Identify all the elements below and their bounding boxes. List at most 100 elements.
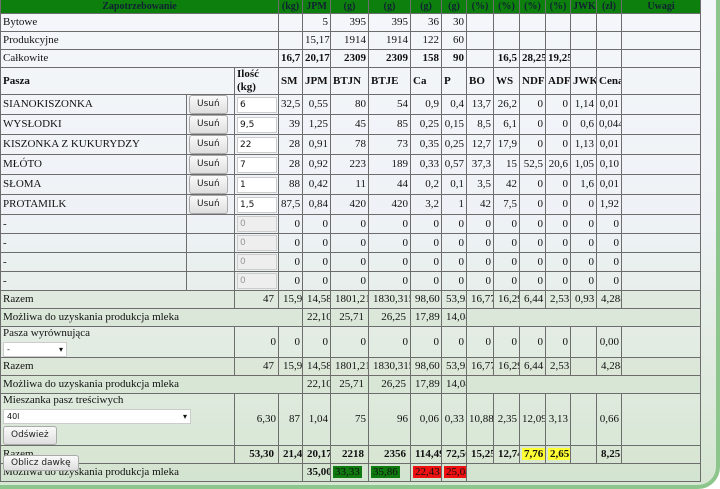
quantity-input[interactable]: 7 <box>237 156 277 173</box>
quantity-input[interactable]: 1 <box>237 176 277 193</box>
feed-value: 87,5 <box>278 194 303 215</box>
column-header-adf: ADF <box>545 67 571 95</box>
total-value-text: 21,45 <box>283 448 303 460</box>
feed-name: PROTAMILK <box>0 194 187 215</box>
feed-value: 0 <box>302 252 331 272</box>
requirement-value <box>466 13 494 32</box>
remove-feed-button[interactable]: Usuń <box>189 95 228 114</box>
feed-value: 20,6 <box>545 154 571 175</box>
notes-cell <box>621 393 701 446</box>
possible-milk-value-text: 33,33 <box>333 466 362 478</box>
quantity-input[interactable]: 6 <box>237 96 277 113</box>
possible-milk-value: 17,89 <box>410 375 442 394</box>
quantity-cell: 9,5 <box>234 114 279 135</box>
remove-feed-button[interactable]: Usuń <box>189 135 228 154</box>
feed-value: 0 <box>368 233 411 253</box>
concentrate-mix-value: 12,09 <box>519 393 546 446</box>
requirement-value: 19,25 <box>545 49 571 68</box>
requirement-value: 395 <box>368 13 411 32</box>
total-value: 98,60 <box>410 290 442 309</box>
requirement-row: Produkcyjne 15,17 1914 1914 122 60 <box>0 31 701 50</box>
feed-value: 0 <box>570 233 597 253</box>
feed-value: 0 <box>519 271 546 291</box>
feed-value: 0 <box>493 252 520 272</box>
balancing-feed-select[interactable]: - ▾ <box>3 342 67 357</box>
quantity-cell: 0 <box>234 271 279 291</box>
feed-value: 0,92 <box>302 154 331 175</box>
quantity-input[interactable]: 1,5 <box>237 196 277 213</box>
refresh-button[interactable]: Odśwież <box>3 426 57 445</box>
total-value-text: 20,17 <box>307 448 331 460</box>
possible-milk-row: Możliwa do uzyskania produkcja mleka 35,0… <box>0 463 701 482</box>
requirements-header-row: Zapotrzebowanie (kg) JPM (g) (g) (g) (g) (%) (%)… <box>0 0 701 14</box>
feed-value: 73 <box>368 134 411 155</box>
feed-value: 3,2 <box>410 194 442 215</box>
total-value-text: 16,29 <box>498 293 519 305</box>
total-value-text: 12,74 <box>498 448 519 460</box>
total-value: 20,17 <box>302 445 331 464</box>
notes-cell <box>621 134 701 155</box>
feed-value: 0 <box>330 214 369 234</box>
total-value-text <box>590 448 594 460</box>
remove-cell: Usuń <box>186 174 235 195</box>
remove-feed-button[interactable]: Usuń <box>189 155 228 174</box>
feed-name: SIANOKISZONKA <box>0 94 187 115</box>
feed-value: 44 <box>368 174 411 195</box>
feed-value: 78 <box>330 134 369 155</box>
feed-value: 0,33 <box>410 154 442 175</box>
total-value-text: 114,49 <box>415 448 441 460</box>
total-value-text: 1801,215 <box>335 360 368 372</box>
feed-row: MŁÓTO Usuń 7 28 0,92 223 189 0,33 0,57 37,3 15 52,5… <box>0 154 701 175</box>
possible-milk-value: 17,89 <box>410 308 442 327</box>
feed-value: 0 <box>596 252 622 272</box>
requirement-label: Całkowite <box>0 49 279 68</box>
remove-feed-button[interactable]: Usuń <box>189 195 228 214</box>
unit-header: (g) <box>368 0 411 14</box>
total-value: 53,93 <box>441 290 467 309</box>
notes-cell <box>621 271 701 291</box>
feed-value: 1,25 <box>302 114 331 135</box>
total-value-text: 15,97 <box>283 293 303 305</box>
remove-feed-button[interactable]: Usuń <box>189 115 228 134</box>
feed-value: 42 <box>466 194 494 215</box>
remove-feed-button[interactable]: Usuń <box>189 175 228 194</box>
total-value: 53,30 <box>234 445 279 464</box>
total-value-text: 14,58 <box>307 360 331 372</box>
feed-value: 0 <box>545 94 571 115</box>
feed-value: 85 <box>368 114 411 135</box>
concentrate-mix-cell: Mieszanka pasz treściwych 40l ▾ Odśwież <box>0 393 235 446</box>
feed-value: 0 <box>545 114 571 135</box>
feed-name: - <box>0 233 187 253</box>
quantity-input[interactable]: 9,5 <box>237 116 277 133</box>
quantity-input[interactable]: 22 <box>237 136 277 153</box>
requirement-value <box>570 13 597 32</box>
feed-value: 15 <box>493 154 520 175</box>
feed-value: 45 <box>330 114 369 135</box>
concentrate-mix-value: 87 <box>278 393 303 446</box>
total-value-text: 53,30 <box>249 448 274 460</box>
requirement-value <box>466 49 494 68</box>
remove-cell: Usuń <box>186 154 235 175</box>
feed-value: 0,91 <box>302 134 331 155</box>
blank-cell <box>466 308 701 327</box>
notes-cell <box>621 252 701 272</box>
balancing-value: 0 <box>519 326 546 358</box>
total-value-text: 1801,215 <box>335 293 368 305</box>
feed-value: 7,5 <box>493 194 520 215</box>
concentrate-mix-select[interactable]: 40l ▾ <box>3 409 191 424</box>
unit-header: JPM <box>302 0 331 14</box>
balancing-feed-cell: Pasza wyrównująca - ▾ <box>0 326 235 358</box>
notes-cell <box>621 445 701 464</box>
feed-value: 0 <box>278 252 303 272</box>
requirement-value <box>493 31 520 50</box>
total-value: 0,93 <box>570 290 597 309</box>
feed-value: 0 <box>330 233 369 253</box>
calculate-ration-button[interactable]: Oblicz dawkę <box>3 455 79 471</box>
balancing-value: 0 <box>330 326 369 358</box>
requirement-value: 15,17 <box>302 31 331 50</box>
requirement-value <box>596 13 622 32</box>
total-value: 16,29 <box>493 290 520 309</box>
